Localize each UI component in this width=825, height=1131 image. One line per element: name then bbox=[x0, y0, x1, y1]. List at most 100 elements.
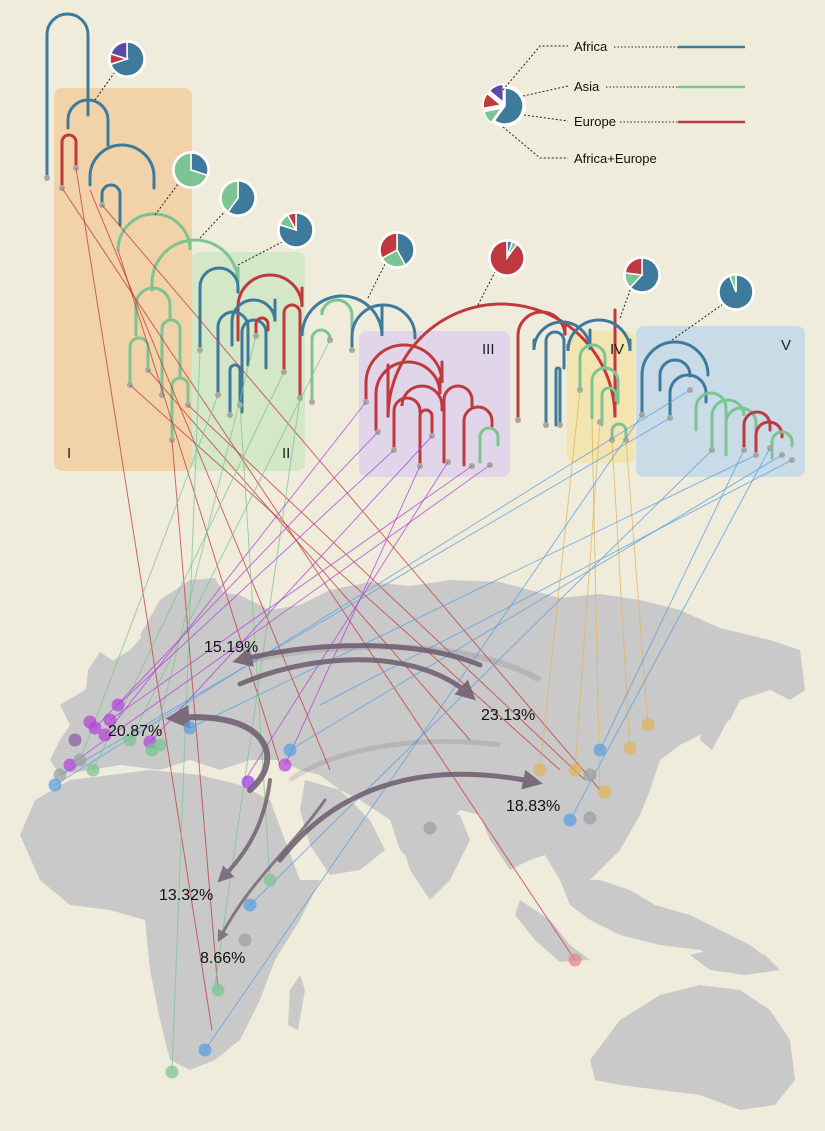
location-dot-11 bbox=[123, 733, 137, 747]
pie-chart-2 bbox=[172, 151, 210, 189]
tree-branch-34 bbox=[532, 320, 592, 351]
tree-branch-4 bbox=[88, 143, 156, 190]
tip-link-37 bbox=[289, 454, 783, 751]
pie-2-slice-africa bbox=[190, 152, 209, 177]
pie-leader-8 bbox=[671, 301, 727, 341]
location-dot-24 bbox=[593, 743, 607, 757]
migration-label-20-87: 20.87% bbox=[108, 723, 162, 740]
tree-branch-3 bbox=[60, 133, 78, 190]
tree-branch-10 bbox=[160, 318, 182, 397]
tip-link-27 bbox=[611, 439, 631, 749]
tree-branch-35 bbox=[544, 330, 566, 427]
migration-arrow-6 bbox=[217, 798, 327, 943]
clade-boxes bbox=[54, 88, 805, 477]
pie-leader-5 bbox=[367, 259, 388, 299]
migration-arrow-tail-2 bbox=[288, 738, 501, 783]
tree-branch-19 bbox=[282, 303, 302, 400]
tip-link-28 bbox=[625, 439, 649, 726]
location-dot-30 bbox=[568, 953, 582, 967]
location-dot-9 bbox=[241, 775, 255, 789]
tip-link-18 bbox=[94, 431, 379, 729]
tree-branch-20 bbox=[300, 294, 384, 337]
pie-7-slice-europe bbox=[624, 257, 643, 276]
location-dot-27 bbox=[583, 811, 597, 825]
tip-link-26 bbox=[574, 421, 601, 771]
landmass-british-isles bbox=[86, 652, 112, 700]
location-dot-29 bbox=[423, 821, 437, 835]
tree-branch-32 bbox=[478, 426, 500, 464]
legend-pie-slice-africa bbox=[493, 87, 524, 125]
location-dot-20 bbox=[533, 763, 547, 777]
pie-3-slice-asia bbox=[220, 180, 239, 213]
tree-branch-37 bbox=[566, 318, 632, 352]
landmass-sumatra-java bbox=[515, 900, 590, 962]
tree-branch-2 bbox=[66, 98, 110, 147]
tip-link-24 bbox=[149, 435, 433, 743]
tree-branch-42 bbox=[640, 340, 710, 417]
migration-arrow-1 bbox=[232, 643, 483, 668]
tree-branch-27 bbox=[392, 396, 422, 452]
legend-leader-asia bbox=[522, 85, 569, 97]
legend-leader-africa bbox=[502, 45, 568, 91]
labels: I II III IV V 15.19% 23.13% 20.87% 18.83… bbox=[67, 337, 791, 967]
legend-pie-slice-africa_europe bbox=[488, 83, 505, 104]
location-dot-14 bbox=[86, 763, 100, 777]
location-dot-35 bbox=[198, 1043, 212, 1057]
sample-location-dots bbox=[48, 698, 655, 1079]
landmass-india bbox=[395, 810, 470, 900]
tree-branch-29 bbox=[418, 408, 434, 468]
tree-tip-1 bbox=[44, 175, 50, 181]
location-dot-6 bbox=[63, 758, 77, 772]
legend-label-europe: Europe bbox=[574, 114, 616, 129]
tip-link-9 bbox=[89, 189, 331, 771]
tree-branch-46 bbox=[710, 398, 746, 452]
clade-label-IV: IV bbox=[610, 341, 624, 358]
migration-arrows bbox=[165, 643, 543, 943]
location-dot-32 bbox=[243, 898, 257, 912]
landmass-new-guinea bbox=[690, 945, 780, 975]
tree-branch-11 bbox=[170, 376, 190, 442]
pie-chart-6 bbox=[488, 239, 526, 277]
tip-link-2 bbox=[75, 167, 213, 1031]
location-dot-5 bbox=[103, 713, 117, 727]
tree-branch-12 bbox=[198, 266, 240, 352]
tip-link-19 bbox=[117, 449, 395, 706]
clade-label-V: V bbox=[781, 337, 791, 354]
landmass-scandinavia bbox=[140, 578, 225, 660]
tree-branch-30 bbox=[442, 384, 474, 464]
tip-link-17 bbox=[104, 401, 367, 736]
tree-branch-1 bbox=[45, 12, 90, 180]
tip-link-16 bbox=[129, 339, 331, 741]
location-dot-19 bbox=[283, 743, 297, 757]
legend-pie-icon bbox=[482, 83, 526, 127]
tree-tip-28 bbox=[515, 417, 521, 423]
pie-3-slice-africa bbox=[226, 180, 256, 216]
legend: Africa Asia Europe Africa+Europe bbox=[482, 39, 745, 166]
location-dot-34 bbox=[211, 983, 225, 997]
migration-label-23-13: 23.13% bbox=[481, 707, 535, 724]
location-dot-8 bbox=[68, 733, 82, 747]
location-dot-13 bbox=[73, 753, 87, 767]
location-dot-33 bbox=[238, 933, 252, 947]
pie-chart-7 bbox=[623, 256, 661, 294]
pie-chart-5 bbox=[378, 231, 416, 269]
clade-label-II: II bbox=[282, 445, 290, 462]
pie-7-slice-africa bbox=[629, 257, 660, 293]
tree-branch-21 bbox=[320, 298, 354, 332]
tip-link-13 bbox=[151, 335, 257, 751]
pie-5-slice-europe bbox=[379, 232, 398, 260]
tree-branch-23 bbox=[350, 303, 417, 352]
tree-tip-29 bbox=[543, 422, 549, 428]
tree-branch-24 bbox=[386, 302, 617, 418]
tip-link-7 bbox=[187, 404, 586, 781]
tree-branch-31 bbox=[462, 405, 494, 467]
legend-leader-africa-europe bbox=[502, 126, 568, 159]
tree-branch-26 bbox=[374, 360, 442, 432]
location-dot-10 bbox=[278, 758, 292, 772]
migration-label-15-19: 15.19% bbox=[204, 639, 258, 656]
landmass-japan bbox=[700, 690, 728, 750]
location-dot-23 bbox=[641, 718, 655, 732]
legend-label-africa-europe: Africa+Europe bbox=[574, 151, 657, 166]
